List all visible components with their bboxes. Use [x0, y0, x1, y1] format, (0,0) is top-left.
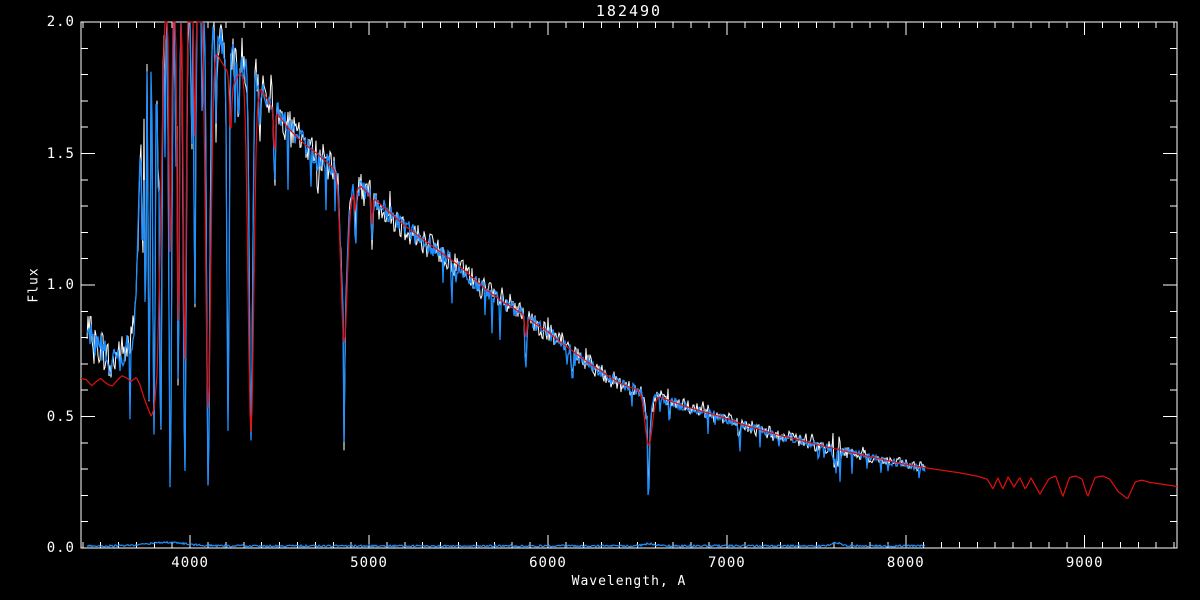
y-tick-label: 1.0: [46, 277, 75, 293]
y-tick-label: 2.0: [46, 14, 75, 30]
x-tick-label: 9000: [1065, 555, 1104, 571]
model-spectrum-line: [86, 21, 926, 496]
template-spectrum-line: [80, 21, 1178, 499]
x-tick-label: 7000: [708, 555, 746, 571]
plot-frame: [80, 21, 1178, 549]
x-tick-label: 6000: [529, 555, 567, 571]
chart-title: 182490: [595, 2, 663, 20]
x-axis-label: Wavelength, A: [571, 574, 687, 589]
x-tick-label: 8000: [886, 555, 925, 571]
axis-ticks: [81, 21, 1177, 549]
y-tick-label: 1.5: [46, 145, 75, 162]
x-tick-label: 5000: [350, 555, 388, 571]
x-tick-label: 4000: [171, 555, 209, 571]
y-tick-label: 0.0: [46, 540, 75, 556]
error-spectrum-line: [86, 540, 926, 548]
observed-spectrum-line: [86, 21, 926, 486]
y-tick-label: 0.5: [46, 408, 75, 425]
